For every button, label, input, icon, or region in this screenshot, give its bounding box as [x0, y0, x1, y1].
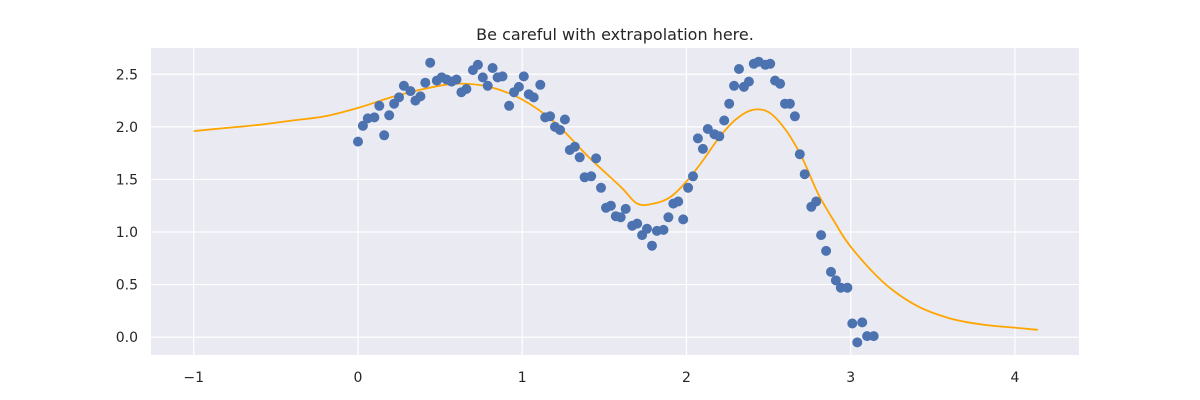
- x-tick-label: 2: [682, 370, 691, 386]
- data-point: [574, 152, 585, 163]
- data-point: [647, 240, 657, 251]
- data-point: [678, 214, 689, 225]
- data-point: [658, 224, 669, 235]
- grid-lines: [151, 48, 1079, 355]
- fitted-curve: [193, 82, 1038, 331]
- y-axis: 0.0 0.5 1.0 1.5 2.0 2.5: [116, 67, 138, 346]
- data-point: [353, 136, 363, 147]
- data-point: [596, 182, 606, 193]
- data-point: [729, 80, 740, 91]
- data-point: [852, 337, 863, 348]
- data-point: [734, 64, 744, 74]
- data-point: [821, 245, 832, 256]
- data-point: [724, 98, 735, 109]
- data-point: [461, 84, 472, 94]
- data-point: [794, 149, 805, 160]
- data-point: [569, 141, 580, 152]
- data-point: [504, 100, 515, 111]
- data-point: [405, 86, 416, 97]
- data-point: [482, 80, 493, 91]
- data-point: [642, 223, 652, 234]
- x-axis: −1 0 1 2 3 4: [183, 370, 1019, 386]
- data-point: [369, 112, 380, 123]
- data-point: [857, 317, 868, 328]
- plot-area: [151, 48, 1079, 355]
- data-point: [663, 212, 674, 223]
- data-point: [545, 111, 556, 122]
- data-point: [420, 77, 431, 88]
- data-point: [425, 57, 436, 68]
- data-point: [842, 282, 853, 293]
- data-point: [472, 59, 483, 70]
- x-tick-label: 4: [1010, 370, 1019, 386]
- data-point: [784, 98, 795, 109]
- data-point: [518, 71, 529, 82]
- data-point: [394, 92, 404, 103]
- data-point: [615, 212, 626, 223]
- data-point: [586, 171, 597, 182]
- data-point: [591, 153, 602, 164]
- y-tick-label: 1.0: [116, 225, 138, 241]
- data-point: [477, 72, 488, 83]
- y-tick-label: 0.0: [116, 330, 138, 346]
- y-tick-label: 2.0: [116, 120, 138, 136]
- data-point: [605, 200, 616, 211]
- y-tick-label: 1.5: [116, 172, 138, 188]
- data-point: [816, 230, 827, 241]
- x-tick-label: 3: [846, 370, 855, 386]
- data-point: [379, 130, 390, 141]
- data-point: [357, 120, 368, 131]
- scatter-points: [353, 56, 879, 348]
- data-point: [688, 171, 698, 182]
- data-point: [673, 196, 684, 207]
- data-point: [765, 58, 776, 69]
- chart-title: Be careful with extrapolation here.: [476, 25, 754, 44]
- data-point: [714, 131, 725, 142]
- data-point: [415, 91, 426, 102]
- data-point: [789, 111, 800, 122]
- data-point: [719, 115, 730, 126]
- data-point: [555, 125, 565, 135]
- data-point: [826, 266, 836, 277]
- x-tick-label: −1: [183, 370, 204, 386]
- x-tick-label: 1: [518, 370, 527, 386]
- data-point: [830, 275, 841, 286]
- data-point: [487, 63, 498, 73]
- data-point: [799, 169, 810, 180]
- data-point: [847, 318, 858, 329]
- fit-curve-layer: [193, 82, 1038, 331]
- data-point: [497, 71, 508, 82]
- data-point: [620, 203, 631, 214]
- y-tick-label: 2.5: [116, 67, 138, 83]
- data-point: [451, 74, 462, 85]
- data-point: [632, 218, 643, 229]
- data-point: [384, 110, 395, 121]
- data-point: [535, 79, 546, 90]
- data-point: [697, 143, 708, 154]
- data-point: [743, 76, 754, 87]
- data-point: [868, 331, 879, 342]
- data-point: [374, 100, 385, 111]
- data-point: [775, 78, 786, 89]
- data-point: [559, 114, 570, 125]
- data-point: [692, 133, 703, 144]
- x-tick-label: 0: [353, 370, 362, 386]
- data-point: [513, 81, 524, 92]
- data-point: [528, 92, 539, 103]
- data-point: [683, 182, 694, 193]
- data-point: [811, 196, 822, 207]
- y-tick-label: 0.5: [116, 278, 138, 294]
